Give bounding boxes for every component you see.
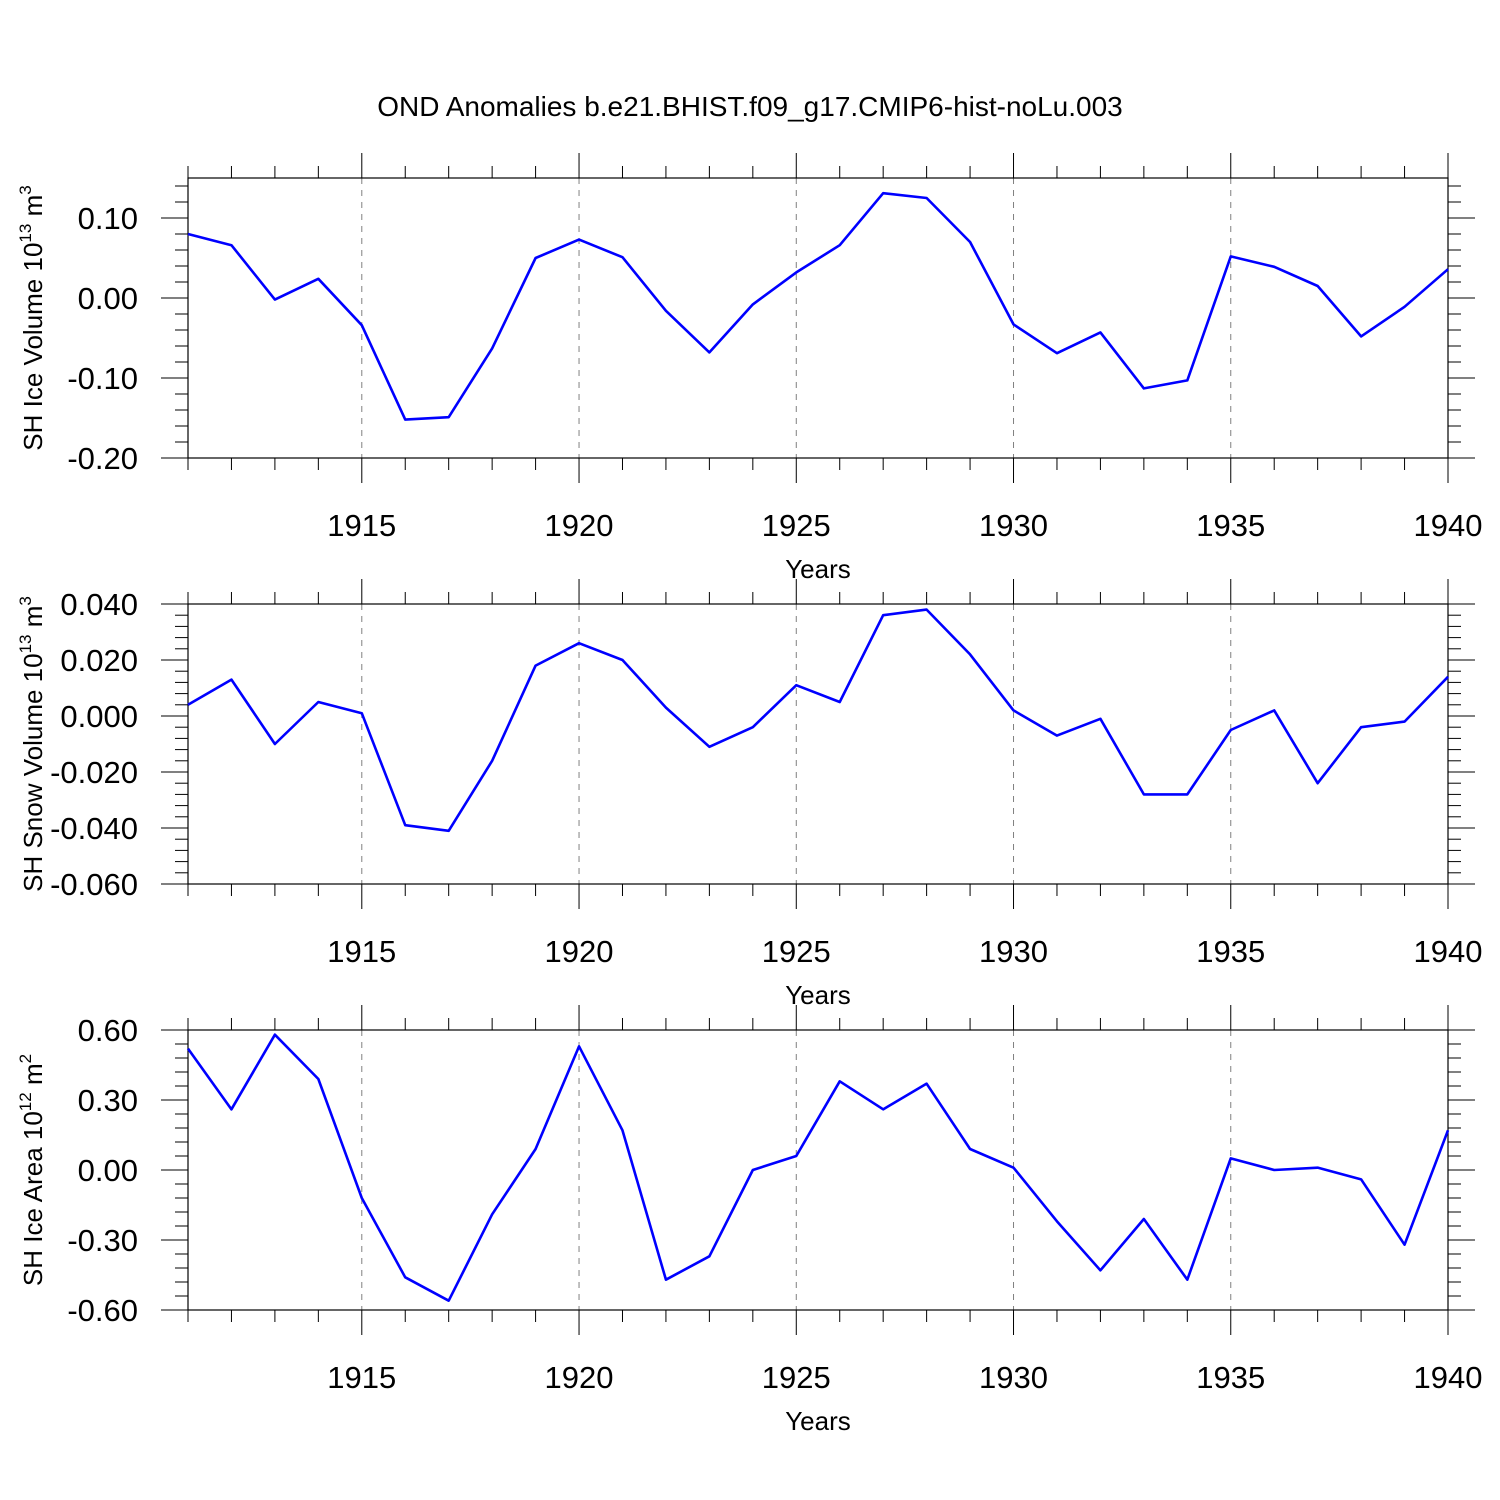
x-tick-label: 1915 [327,508,396,543]
y-axis-label: SH Ice Volume 1013 m3 [16,185,48,450]
y-axis-label: SH Ice Area 1012 m2 [16,1054,48,1286]
panels: -0.20 -0.10 0.00 0.10 1915 1920 1925 1930 1935 19… [16,153,1482,1436]
panel-1: -0.20 -0.10 0.00 0.10 1915 1920 1925 1930 1935 19… [16,153,1482,584]
y-tick-label: 0.00 [78,281,138,316]
x-tick-label: 1935 [1196,1360,1265,1395]
x-tick-label: 1925 [762,934,831,969]
y-tick-label: -0.040 [50,811,138,846]
y-tick-label: 0.60 [78,1013,138,1048]
x-tick-label: 1935 [1196,508,1265,543]
y-tick-label: 0.040 [60,587,138,622]
y-tick-label: -0.060 [50,867,138,902]
y-tick-label: -0.60 [67,1293,138,1328]
plot-frame [187,177,1449,459]
chart-title: OND Anomalies b.e21.BHIST.f09_g17.CMIP6-… [377,91,1123,122]
x-tick-label: 1930 [979,1360,1048,1395]
y-tick-label: -0.020 [50,755,138,790]
y-tick-label: -0.20 [67,441,138,476]
panel-3: -0.60 -0.30 0.00 0.30 0.60 1915 1920 1925 1930 19… [16,1005,1482,1436]
y-axis-label: SH Snow Volume 1013 m3 [16,596,48,892]
x-tick-label: 1920 [545,934,614,969]
x-tick-label: 1920 [545,508,614,543]
x-tick-label: 1915 [327,934,396,969]
x-tick-label: 1940 [1414,934,1483,969]
y-tick-label: 0.020 [60,643,138,678]
panel-2: -0.060 -0.040 -0.020 0.000 0.020 0.040 1915 192… [16,579,1482,1010]
series-line-1 [186,1033,1450,1302]
plot-frame [187,1029,1449,1311]
x-tick-label: 1930 [979,508,1048,543]
y-tick-label: 0.00 [78,1153,138,1188]
y-tick-label: 0.30 [78,1083,138,1118]
x-axis-label: Years [785,980,851,1010]
series-line-1 [187,191,1449,421]
series-line-1 [187,608,1449,833]
x-tick-label: 1930 [979,934,1048,969]
x-tick-label: 1920 [545,1360,614,1395]
plot-frame [187,603,1449,885]
y-tick-label: -0.30 [67,1223,138,1258]
y-tick-label: 0.000 [60,699,138,734]
x-tick-label: 1935 [1196,934,1265,969]
y-tick-label: -0.10 [67,361,138,396]
x-axis-label: Years [785,554,851,584]
x-tick-label: 1915 [327,1360,396,1395]
x-axis-label: Years [785,1406,851,1436]
x-tick-label: 1925 [762,508,831,543]
x-tick-label: 1940 [1414,508,1483,543]
x-tick-label: 1925 [762,1360,831,1395]
y-tick-label: 0.10 [78,201,138,236]
x-tick-label: 1940 [1414,1360,1483,1395]
